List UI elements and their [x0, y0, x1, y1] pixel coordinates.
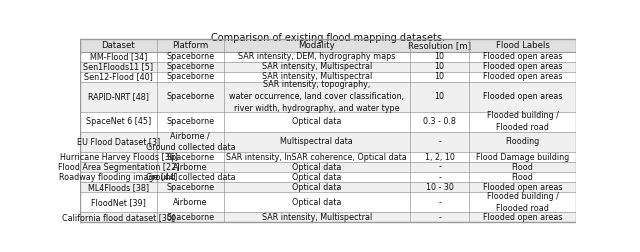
Text: Optical data: Optical data: [292, 198, 342, 207]
Text: SAR intensity, DEM, hydrography maps: SAR intensity, DEM, hydrography maps: [238, 52, 396, 61]
Text: -: -: [438, 138, 441, 146]
Text: Airborne: Airborne: [173, 198, 207, 207]
Text: Spaceborne: Spaceborne: [166, 213, 214, 222]
Text: Airborne /
Ground collected data: Airborne / Ground collected data: [145, 132, 235, 152]
Text: -: -: [438, 213, 441, 222]
Text: Flood: Flood: [512, 163, 534, 172]
Text: Comparison of existing flood mapping datasets.: Comparison of existing flood mapping dat…: [211, 33, 445, 43]
Bar: [80, 72, 576, 82]
Text: SAR intensity, Multispectral: SAR intensity, Multispectral: [262, 72, 372, 81]
Text: Spaceborne: Spaceborne: [166, 152, 214, 162]
Bar: [80, 192, 576, 212]
Bar: [80, 82, 576, 112]
Text: California flood dataset [30]: California flood dataset [30]: [62, 213, 175, 222]
Bar: [80, 212, 576, 222]
Text: Modality: Modality: [298, 41, 335, 50]
Text: Ground collected data: Ground collected data: [145, 173, 235, 182]
Bar: [80, 52, 576, 62]
Bar: [80, 39, 576, 52]
Text: Flooded open areas: Flooded open areas: [483, 52, 563, 61]
Text: Flooded open areas: Flooded open areas: [483, 92, 563, 101]
Text: Optical data: Optical data: [292, 163, 342, 172]
Bar: [80, 172, 576, 182]
Text: Sen1Floods11 [5]: Sen1Floods11 [5]: [83, 62, 154, 71]
Bar: [80, 182, 576, 192]
Text: Spaceborne: Spaceborne: [166, 183, 214, 192]
Text: ML4Floods [38]: ML4Floods [38]: [88, 183, 149, 192]
Text: Flooded open areas: Flooded open areas: [483, 72, 563, 81]
Text: Spaceborne: Spaceborne: [166, 72, 214, 81]
Text: Hurricane Harvey Floods [36]: Hurricane Harvey Floods [36]: [60, 152, 177, 162]
Text: Spaceborne: Spaceborne: [166, 92, 214, 101]
Text: Flooded open areas: Flooded open areas: [483, 62, 563, 71]
Text: Multispectral data: Multispectral data: [280, 138, 353, 146]
Text: Spaceborne: Spaceborne: [166, 117, 214, 127]
Text: SAR intensity, InSAR coherence, Optical data: SAR intensity, InSAR coherence, Optical …: [227, 152, 407, 162]
Text: Airborne: Airborne: [173, 163, 207, 172]
Text: Sen12-Flood [40]: Sen12-Flood [40]: [84, 72, 153, 81]
Text: Flooded building /
Flooded road: Flooded building / Flooded road: [487, 192, 559, 213]
Text: Spaceborne: Spaceborne: [166, 62, 214, 71]
Text: Platform: Platform: [172, 41, 209, 50]
Text: Optical data: Optical data: [292, 117, 342, 127]
Text: Spaceborne: Spaceborne: [166, 52, 214, 61]
Text: Flooding: Flooding: [506, 138, 540, 146]
Text: 10: 10: [435, 72, 445, 81]
Text: 10: 10: [435, 92, 445, 101]
Bar: [80, 162, 576, 172]
Text: 10: 10: [435, 62, 445, 71]
Text: Flood Labels: Flood Labels: [496, 41, 550, 50]
Text: Flood Area Segmentation [22]: Flood Area Segmentation [22]: [58, 163, 179, 172]
Text: SpaceNet 6 [45]: SpaceNet 6 [45]: [86, 117, 151, 127]
Text: -: -: [438, 173, 441, 182]
Text: 10: 10: [435, 52, 445, 61]
Text: Dataset: Dataset: [102, 41, 135, 50]
Text: EU Flood Dataset [3]: EU Flood Dataset [3]: [77, 138, 160, 146]
Text: SAR intensity, Multispectral: SAR intensity, Multispectral: [262, 62, 372, 71]
Text: Flood: Flood: [512, 173, 534, 182]
Text: Optical data: Optical data: [292, 173, 342, 182]
Bar: [80, 152, 576, 162]
Text: SAR intensity, topography,
water occurrence, land cover classification,
river wi: SAR intensity, topography, water occurre…: [229, 80, 404, 113]
Bar: [80, 132, 576, 152]
Text: 0.3 - 0.8: 0.3 - 0.8: [423, 117, 456, 127]
Text: Flooded building /
Flooded road: Flooded building / Flooded road: [487, 111, 559, 132]
Text: 1, 2, 10: 1, 2, 10: [425, 152, 454, 162]
Text: Flooded open areas: Flooded open areas: [483, 213, 563, 222]
Text: Optical data: Optical data: [292, 183, 342, 192]
Text: -: -: [438, 163, 441, 172]
Text: Flood Damage building: Flood Damage building: [476, 152, 570, 162]
Text: FloodNet [39]: FloodNet [39]: [91, 198, 146, 207]
Text: SAR intensity, Multispectral: SAR intensity, Multispectral: [262, 213, 372, 222]
Bar: [80, 62, 576, 72]
Text: Flooded open areas: Flooded open areas: [483, 183, 563, 192]
Text: Resolution [m]: Resolution [m]: [408, 41, 471, 50]
Bar: [80, 112, 576, 132]
Text: -: -: [438, 198, 441, 207]
Text: MM-Flood [34]: MM-Flood [34]: [90, 52, 147, 61]
Text: RAPID-NRT [48]: RAPID-NRT [48]: [88, 92, 149, 101]
Text: 10 - 30: 10 - 30: [426, 183, 454, 192]
Text: Roadway flooding image [44]: Roadway flooding image [44]: [60, 173, 178, 182]
